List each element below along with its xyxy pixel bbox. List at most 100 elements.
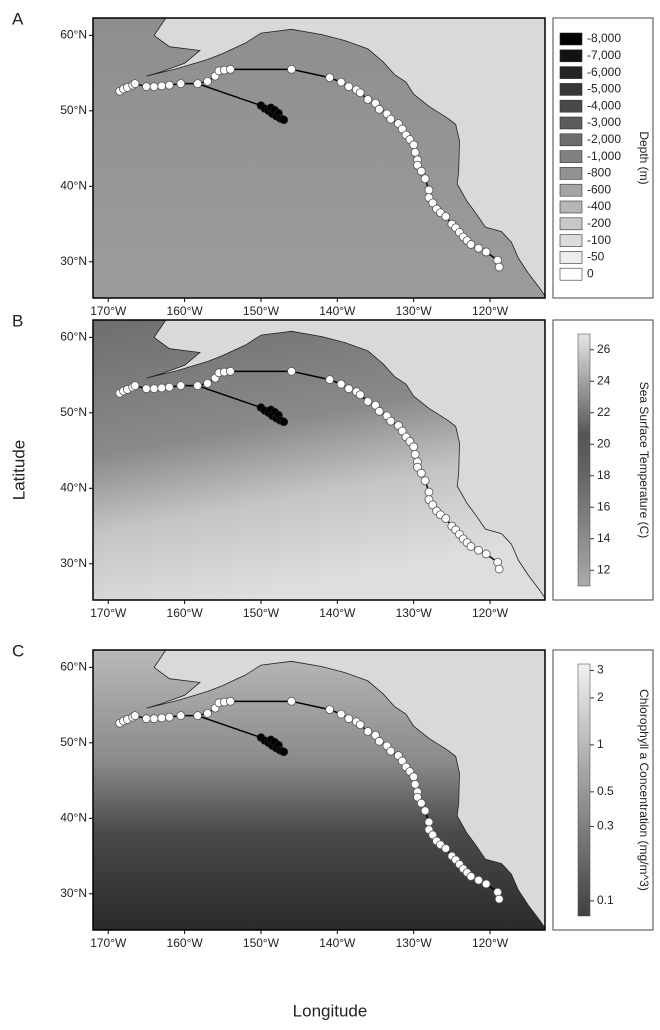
legend-label: -50 xyxy=(587,250,605,264)
station xyxy=(409,442,419,452)
lon-tick-label: 120°W xyxy=(472,606,509,620)
station xyxy=(416,166,426,176)
lon-tick-label: 160°W xyxy=(167,606,204,620)
legend-label: -600 xyxy=(587,182,611,196)
station xyxy=(441,514,451,523)
legend-box xyxy=(552,649,654,931)
station xyxy=(410,449,420,459)
station xyxy=(325,73,335,83)
map xyxy=(93,650,545,930)
legend-label: 0 xyxy=(587,266,594,280)
station xyxy=(287,64,296,74)
drifter-point xyxy=(279,417,289,427)
station xyxy=(149,384,159,394)
colorbar-tick-label: 0.5 xyxy=(597,784,614,798)
lat-tick-label: 50°N xyxy=(60,405,87,419)
station xyxy=(287,366,296,376)
station xyxy=(142,714,151,724)
station xyxy=(336,379,346,389)
y-axis-label: Latitude xyxy=(9,440,28,501)
station xyxy=(494,894,504,904)
station xyxy=(410,779,420,789)
lat-tick-label: 30°N xyxy=(60,556,87,570)
station xyxy=(157,713,167,723)
legend-swatch xyxy=(559,83,583,96)
legend-label: -8,000 xyxy=(587,31,621,45)
station xyxy=(176,79,186,89)
colorbar xyxy=(577,333,591,587)
station xyxy=(386,746,396,756)
station xyxy=(441,212,451,221)
station xyxy=(226,696,235,706)
lon-tick-label: 170°W xyxy=(90,936,127,950)
station xyxy=(203,378,212,388)
station xyxy=(409,772,419,782)
station xyxy=(336,709,346,719)
legend-swatch xyxy=(559,32,583,46)
station xyxy=(336,77,346,87)
lon-tick-label: 170°W xyxy=(90,606,127,620)
legend-label: -6,000 xyxy=(587,65,621,79)
panel-letter: A xyxy=(12,9,24,28)
station xyxy=(363,727,373,736)
lat-tick-label: 40°N xyxy=(60,178,87,192)
station xyxy=(420,174,430,184)
lat-tick-label: 60°N xyxy=(60,330,87,344)
colorbar-tick-label: 20 xyxy=(597,436,611,450)
station xyxy=(287,696,296,706)
colorbar-tick-label: 1 xyxy=(597,737,604,751)
station xyxy=(130,79,140,89)
station xyxy=(416,468,426,478)
lon-tick-label: 170°W xyxy=(90,304,127,318)
legend-swatch xyxy=(559,116,583,130)
legend-label: -5,000 xyxy=(587,82,621,96)
station xyxy=(481,879,491,889)
station xyxy=(193,79,203,89)
lon-tick-label: 120°W xyxy=(472,936,509,950)
colorbar-tick-label: 26 xyxy=(597,342,611,356)
station xyxy=(424,487,434,497)
station xyxy=(466,872,476,881)
station xyxy=(424,817,434,827)
station xyxy=(325,705,335,715)
station xyxy=(355,390,365,400)
station xyxy=(355,88,365,98)
station xyxy=(363,397,373,406)
station xyxy=(176,711,186,721)
station xyxy=(481,549,491,559)
colorbar-tick-label: 3 xyxy=(597,663,604,677)
map-frame xyxy=(92,319,546,601)
legend-label: -800 xyxy=(587,166,611,180)
station xyxy=(374,736,384,746)
land xyxy=(146,18,545,297)
station xyxy=(157,383,167,393)
land xyxy=(146,650,545,929)
lon-tick-label: 150°W xyxy=(243,304,280,318)
legend-swatch xyxy=(559,251,583,264)
station xyxy=(441,844,451,853)
map-frame xyxy=(92,17,546,299)
station xyxy=(142,384,151,394)
legend-label: -4,000 xyxy=(587,98,621,112)
legend-title: Depth (m) xyxy=(637,131,651,184)
station xyxy=(363,95,373,104)
legend-swatch xyxy=(559,150,583,163)
lat-tick-label: 50°N xyxy=(60,735,87,749)
station xyxy=(130,381,140,391)
lon-tick-label: 150°W xyxy=(243,606,280,620)
station xyxy=(164,382,174,392)
legend-swatch xyxy=(559,66,583,79)
station xyxy=(494,262,504,272)
lon-tick-label: 120°W xyxy=(472,304,509,318)
panel-letter: C xyxy=(12,641,24,660)
station xyxy=(226,64,235,74)
station xyxy=(203,708,212,718)
colorbar-tick-label: 0.3 xyxy=(597,819,614,833)
station xyxy=(466,542,476,551)
x-axis-label: Longitude xyxy=(293,1001,368,1020)
legend-swatch xyxy=(559,234,583,247)
colorbar xyxy=(577,663,591,917)
station xyxy=(386,416,396,426)
station xyxy=(176,381,186,391)
colorbar-tick-label: 24 xyxy=(597,373,611,387)
